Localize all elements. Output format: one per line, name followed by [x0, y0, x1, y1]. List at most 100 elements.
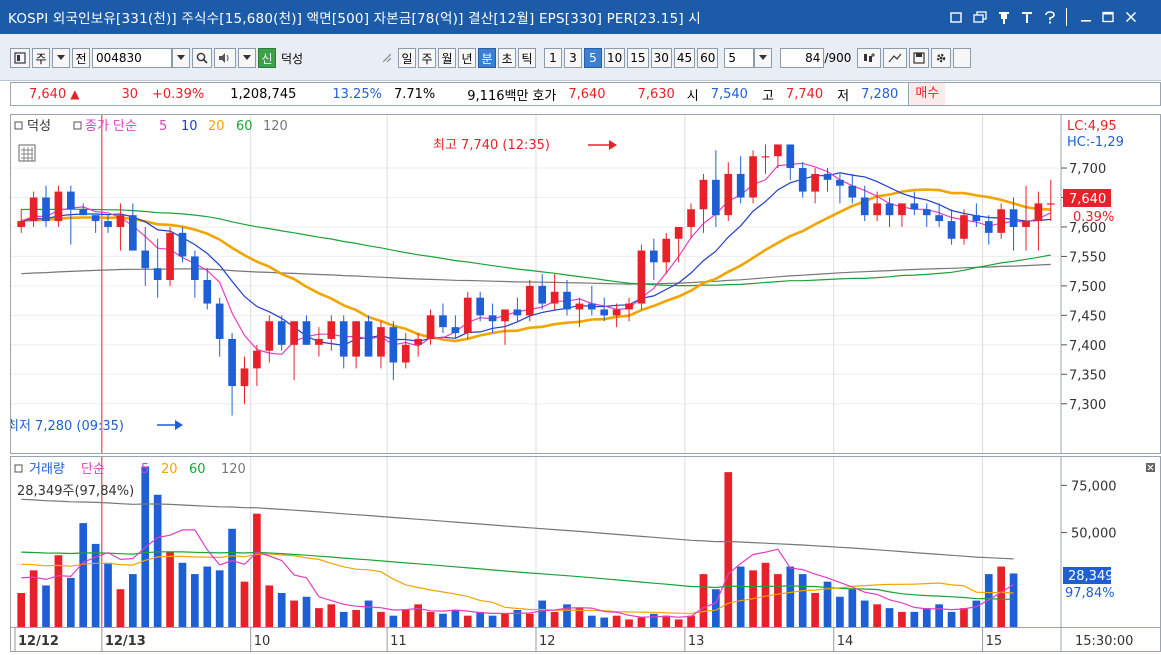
tile-icon[interactable] — [970, 6, 990, 28]
volume-bar — [277, 593, 286, 627]
vol-tick-label: 75,000 — [1071, 479, 1117, 494]
volume-chart-panel: 50,000 75,000 거래량 단순 5 20 60 120 28,349주(… — [10, 456, 1161, 628]
interval-15[interactable]: 15 — [627, 48, 649, 68]
legend-ma60: 60 — [236, 119, 253, 134]
volume-chart[interactable]: 50,000 75,000 거래량 단순 5 20 60 120 28,349주(… — [11, 457, 1160, 627]
volume-bar — [290, 600, 298, 627]
volume-bar — [935, 604, 944, 627]
interval-10[interactable]: 10 — [604, 48, 626, 68]
vol-legend-ma20: 20 — [161, 462, 178, 477]
interval-select-arrow-icon[interactable] — [754, 48, 773, 68]
candle-body — [662, 238, 671, 263]
period-minute[interactable]: 분 — [478, 48, 496, 68]
volume-ma5-line — [21, 529, 1014, 618]
time-label: 15:30:00 — [1075, 634, 1133, 649]
title-separator — [1062, 6, 1072, 28]
maximize-icon[interactable] — [1098, 6, 1118, 28]
current-price: 7,640 — [29, 86, 67, 102]
search-icon[interactable] — [192, 48, 212, 68]
stock-code-input[interactable]: 004830 — [92, 48, 172, 68]
volume-bar — [253, 513, 261, 627]
volume-bar — [563, 604, 571, 627]
period-second[interactable]: 초 — [498, 48, 516, 68]
time-tick-label: 12/13 — [105, 634, 146, 649]
speaker-icon[interactable] — [214, 48, 236, 68]
trade-amount: 9,116백만 — [467, 88, 529, 104]
interval-select[interactable]: 5 — [724, 48, 755, 68]
stock-name: 덕성 — [281, 51, 304, 66]
volume-bar — [315, 608, 323, 627]
price-chart[interactable]: 7,3007,3507,4007,4507,5007,5507,6007,650… — [7, 115, 1160, 453]
volume-bar — [836, 596, 844, 627]
volume-bar — [166, 551, 174, 627]
time-axis-panel: 12/12 12/13 10 11 12 13 14 15 15:30:00 — [10, 628, 1161, 652]
volume-bar — [104, 562, 112, 627]
period-month[interactable]: 월 — [438, 48, 456, 68]
period-year[interactable]: 년 — [458, 48, 476, 68]
minimize-icon[interactable] — [1076, 6, 1096, 28]
volume-bar — [203, 566, 212, 627]
interval-1[interactable]: 1 — [544, 48, 562, 68]
candle-body — [786, 144, 795, 169]
candle-body — [649, 250, 658, 263]
volume-bar — [997, 566, 1006, 627]
vol-tick-label: 50,000 — [1071, 527, 1117, 542]
save-icon[interactable] — [909, 48, 930, 68]
trend-line-icon[interactable] — [883, 48, 908, 68]
volume-bar — [364, 600, 373, 627]
candle-body — [575, 303, 584, 310]
data-count-input[interactable]: 84 — [780, 48, 825, 68]
volume-bar — [215, 570, 224, 627]
candle-body — [873, 203, 881, 216]
volume-bar — [476, 611, 485, 627]
volume-bar — [587, 615, 596, 627]
period-tick[interactable]: 틱 — [518, 48, 536, 68]
buy-button[interactable]: 매수 — [908, 83, 946, 105]
volume-bar — [898, 611, 906, 627]
period-day[interactable]: 일 — [398, 48, 416, 68]
volume-bar — [42, 585, 50, 627]
candle-body — [191, 256, 199, 280]
close-icon[interactable] — [1121, 6, 1141, 28]
candle-body — [712, 179, 720, 216]
volume-bar — [525, 613, 534, 627]
volume-bar — [401, 610, 410, 627]
price-chart-panel: 7,3007,3507,4007,4507,5007,5507,6007,650… — [7, 114, 1161, 454]
candle-add-icon[interactable] — [857, 48, 882, 68]
up-arrow-icon: ▲ — [70, 87, 80, 101]
interval-45[interactable]: 45 — [673, 48, 696, 68]
interval-3[interactable]: 3 — [564, 48, 582, 68]
calendar-icon[interactable] — [18, 144, 36, 162]
option-checkbox[interactable] — [953, 48, 972, 68]
price-change-pct: +0.39% — [152, 86, 205, 102]
candle-body — [1022, 221, 1030, 227]
quote-bar: 7,640 ▲ 30 +0.39% 1,208,745 13.25% 7.71%… — [10, 82, 1161, 106]
interval-5[interactable]: 5 — [584, 48, 602, 68]
window-title-bar: KOSPI 외국인보유[331(천)] 주식수[15,680(천)] 액면[50… — [0, 0, 1161, 34]
candle-body — [600, 309, 609, 316]
restore-icon[interactable] — [946, 6, 966, 28]
font-size-icon[interactable] — [1017, 6, 1037, 28]
volume-ma60-line — [21, 551, 1014, 601]
mode-button-all[interactable]: 전 — [72, 48, 90, 68]
dropdown-arrow-icon[interactable] — [52, 48, 70, 68]
settings-gear-icon[interactable] — [931, 48, 952, 68]
interval-30[interactable]: 30 — [650, 48, 672, 68]
volume-bar — [984, 574, 993, 627]
code-dropdown-icon[interactable] — [172, 48, 190, 68]
period-week[interactable]: 주 — [418, 48, 436, 68]
candle-body — [625, 303, 633, 310]
volume-bar — [302, 596, 311, 627]
candle-body — [972, 215, 981, 222]
volume-bar — [637, 617, 646, 627]
candle-body — [898, 203, 906, 216]
help-icon[interactable] — [1040, 6, 1060, 28]
pin-icon[interactable] — [994, 6, 1014, 28]
candle-body — [253, 350, 261, 369]
mode-button-stock[interactable]: 주 — [32, 48, 50, 68]
candle-body — [513, 309, 522, 316]
chart-menu-icon[interactable] — [10, 48, 30, 68]
time-tick-label: 12/12 — [18, 634, 59, 649]
speaker-dropdown-icon[interactable] — [238, 48, 256, 68]
interval-60[interactable]: 60 — [697, 48, 719, 68]
